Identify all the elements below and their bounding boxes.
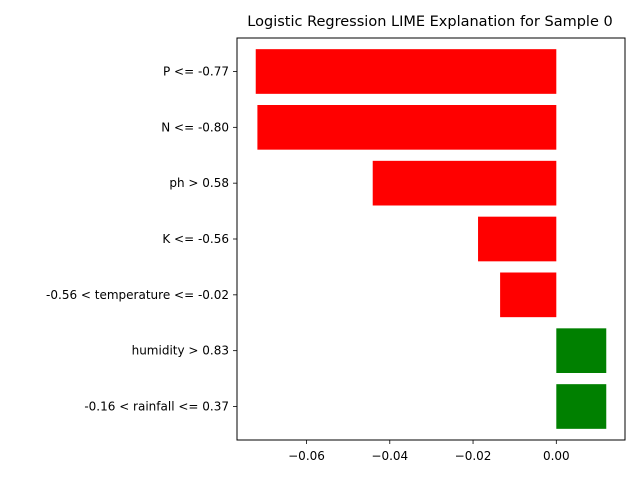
x-tick-label-3: 0.00 [543,449,570,463]
y-axis-ticks: P <= -0.77 N <= -0.80 ph > 0.58 K <= -0.56 -… [46,65,237,414]
y-tick-label-2: ph > 0.58 [169,176,229,190]
x-axis-ticks: −0.06 −0.04 −0.02 0.00 [288,440,570,463]
axes-frame [236,37,626,441]
bar-3 [478,216,557,262]
y-tick-label-6: -0.16 < rainfall <= 0.37 [84,400,229,414]
bar-4 [500,272,557,318]
bar-5 [556,328,607,373]
bar-2 [372,160,557,206]
y-tick-label-0: P <= -0.77 [163,65,229,79]
y-tick-label-5: humidity > 0.83 [132,344,229,358]
bars-group [255,49,607,429]
bar-0 [255,49,557,94]
y-tick-label-4: -0.56 < temperature <= -0.02 [46,288,229,302]
bar-6 [556,384,607,429]
chart-title: Logistic Regression LIME Explanation for… [247,14,612,30]
x-tick-label-2: −0.02 [455,449,492,463]
y-tick-label-1: N <= -0.80 [161,120,229,134]
x-tick-label-1: −0.04 [371,449,408,463]
y-tick-label-3: K <= -0.56 [162,232,229,246]
bar-1 [257,105,557,150]
x-tick-label-0: −0.06 [288,449,325,463]
